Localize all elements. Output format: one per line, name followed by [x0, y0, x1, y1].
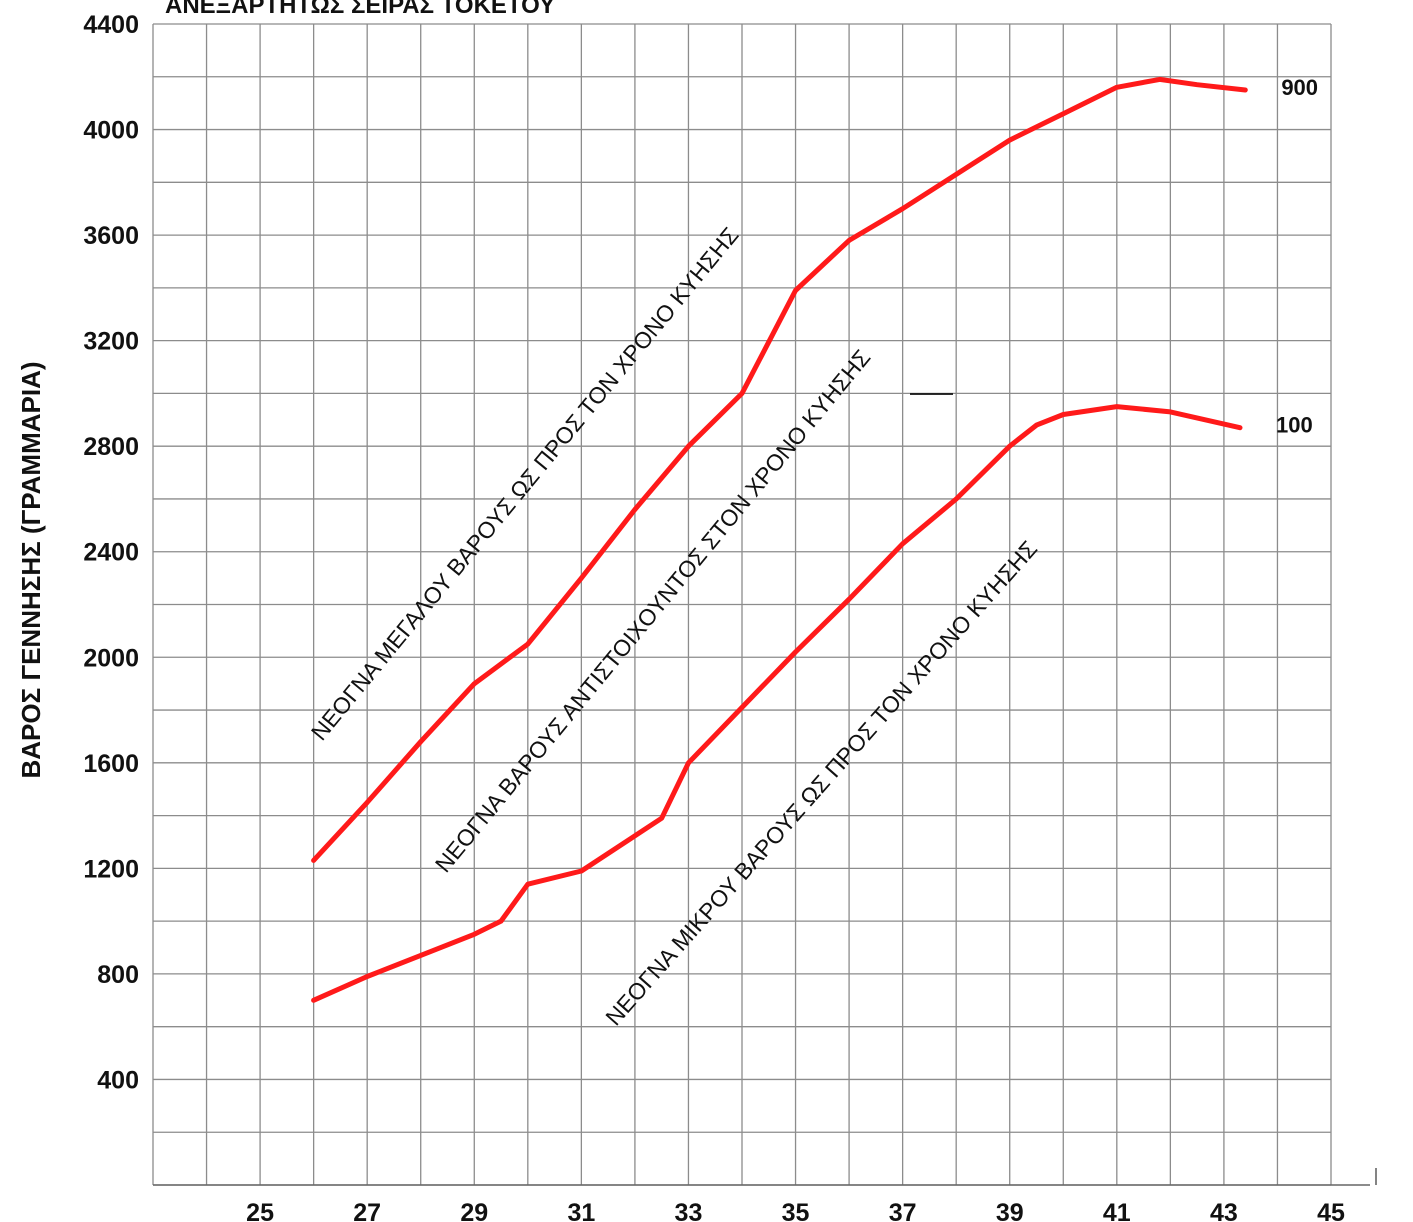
band-labels: ΝΕΟΓΝΑ ΜΕΓΑΛΟΥ ΒΑΡΟΥΣ ΩΣ ΠΡΟΣ ΤΟΝ ΧΡΟΝΟ …: [306, 222, 1042, 1030]
x-tick-label: 33: [675, 1199, 703, 1222]
y-tick-label: 1200: [83, 855, 139, 883]
y-tick-label: 2400: [83, 539, 139, 567]
grid: [152, 23, 1377, 1186]
annotation-large-for-date: ΝΕΟΓΝΑ ΜΕΓΑΛΟΥ ΒΑΡΟΥΣ ΩΣ ΠΡΟΣ ΤΟΝ ΧΡΟΝΟ …: [306, 222, 744, 745]
y-tick-label: 4400: [83, 11, 139, 39]
x-tick-label: 37: [889, 1199, 917, 1222]
series-labels: 900 100: [1276, 75, 1318, 438]
y-tick-label: 2000: [83, 644, 139, 672]
y-tick-label: 4000: [83, 117, 139, 145]
y-tick-label: 800: [97, 961, 139, 989]
x-tick-label: 27: [353, 1199, 381, 1222]
x-tick-label: 35: [782, 1199, 810, 1222]
x-tick-label: 31: [567, 1199, 595, 1222]
x-tick-label: 41: [1103, 1199, 1131, 1222]
series-line-900: [311, 76, 1248, 863]
series-line-100: [311, 404, 1243, 1003]
chart-title: ΑΝΕΞΑΡΤΗΤΩΣ ΣΕΙΡΑΣ ΤΟΚΕΤΟΥ: [165, 0, 555, 19]
x-tick-label: 39: [996, 1199, 1024, 1222]
x-tick-label: 25: [246, 1199, 274, 1222]
y-tick-label: 2800: [83, 433, 139, 461]
series-label-900: 900: [1281, 75, 1318, 100]
y-tick-label: 3200: [83, 328, 139, 356]
x-tick-label: 29: [460, 1199, 488, 1222]
x-axis-ticks: 25 27 29 31 33 35 37 39 41 43 45: [246, 1199, 1345, 1222]
series-label-100: 100: [1276, 413, 1313, 438]
x-tick-label: 45: [1317, 1199, 1345, 1222]
y-tick-label: 1600: [83, 750, 139, 778]
y-axis-ticks: 400 800 1200 1600 2000 2400 2800 3200 3600 4000 44…: [83, 11, 139, 1094]
x-tick-label: 43: [1210, 1199, 1238, 1222]
series-group: [311, 76, 1248, 1003]
y-axis-label: ΒΑΡΟΣ ΓΕΝΝΗΣΗΣ (ΓΡΑΜΜΑΡΙΑ): [16, 361, 46, 778]
y-tick-label: 400: [97, 1066, 139, 1094]
y-tick-label: 3600: [83, 222, 139, 250]
